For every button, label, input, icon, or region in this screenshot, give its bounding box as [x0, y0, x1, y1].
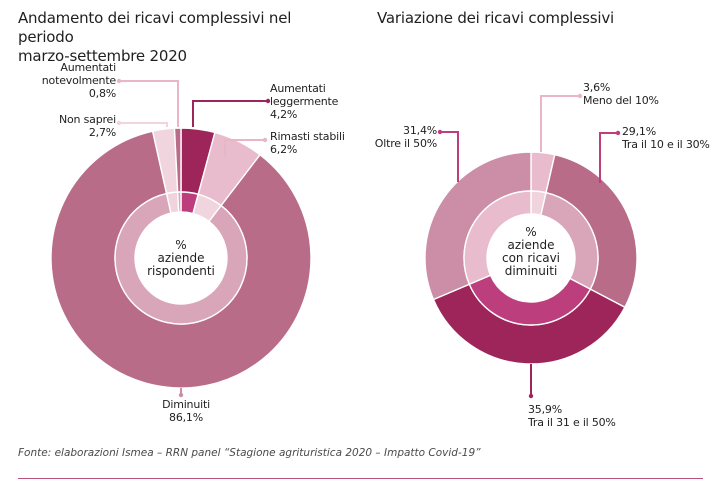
- leader-dot-oltre-il-50: [437, 129, 443, 135]
- leader-line-tra-il-10-e-il-30: [599, 132, 618, 183]
- slice-inner-oltre-il-50: [463, 190, 532, 286]
- slice-inner-diminuiti: [114, 192, 248, 325]
- slice-inner-tra-il-31-e-il-50: [468, 274, 592, 326]
- chart-ricavi-andamento: %azienderispondentiAumentatileggermente4…: [42, 61, 345, 424]
- center-label-line: %: [525, 225, 536, 239]
- leader-line-aumentati-leggermente: [192, 100, 268, 127]
- leader-line-aumentati-notevolmente: [119, 80, 179, 127]
- label-tra-il-10-e-il-30: Tra il 10 e il 30%: [621, 138, 710, 151]
- leader-dot-tra-il-31-e-il-50: [528, 393, 534, 399]
- label-tra-il-10-e-il-30: 29,1%: [622, 125, 656, 138]
- leader-dot-diminuiti: [178, 392, 184, 398]
- label-aumentati-notevolmente: 0,8%: [89, 87, 116, 100]
- leader-line-non-saprei: [119, 122, 168, 127]
- leader-line-meno-del-10: [540, 95, 580, 152]
- center-label-line: aziende: [508, 238, 555, 252]
- label-rimasti-stabili: 6,2%: [270, 143, 297, 156]
- label-tra-il-31-e-il-50: 35,9%: [528, 403, 562, 416]
- left-chart-title-line2: marzo-settembre 2020: [18, 47, 187, 65]
- center-label-line: %: [175, 238, 186, 252]
- footer-divider: [18, 478, 703, 479]
- label-aumentati-leggermente: 4,2%: [270, 108, 297, 121]
- label-diminuiti: 86,1%: [169, 411, 203, 424]
- leader-line-oltre-il-50: [440, 131, 459, 182]
- label-diminuiti: Diminuiti: [162, 398, 210, 411]
- label-tra-il-31-e-il-50: Tra il 31 e il 50%: [527, 416, 616, 429]
- label-meno-del-10: Meno del 10%: [583, 94, 659, 107]
- donut-charts: %azienderispondentiAumentatileggermente4…: [42, 61, 710, 429]
- label-non-saprei: Non saprei: [59, 113, 116, 126]
- label-aumentati-leggermente: leggermente: [270, 95, 339, 108]
- label-oltre-il-50: 31,4%: [403, 124, 437, 137]
- leader-dot-rimasti-stabili: [262, 137, 268, 143]
- leader-dot-aumentati-notevolmente: [116, 78, 122, 84]
- center-label-line: diminuiti: [505, 264, 558, 278]
- left-chart-title: Andamento dei ricavi complessivi nel per…: [18, 9, 348, 66]
- label-aumentati-notevolmente: notevolmente: [42, 74, 117, 87]
- center-label-line: con ricavi: [502, 251, 560, 265]
- center-label-line: rispondenti: [147, 264, 215, 278]
- label-non-saprei: 2,7%: [89, 126, 116, 139]
- label-aumentati-notevolmente: Aumentati: [60, 61, 116, 74]
- source-footnote: Fonte: elaborazioni Ismea – RRN panel “S…: [18, 447, 481, 459]
- label-oltre-il-50: Oltre il 50%: [375, 137, 437, 150]
- center-label-line: aziende: [158, 251, 205, 265]
- right-chart-title: Variazione dei ricavi complessivi: [377, 9, 615, 27]
- slice-inner-aumentati-notevolmente: [176, 191, 182, 213]
- leader-dot-aumentati-leggermente: [265, 98, 271, 104]
- label-aumentati-leggermente: Aumentati: [270, 82, 326, 95]
- leader-dot-tra-il-10-e-il-30: [615, 130, 621, 136]
- leader-line-rimasti-stabili: [224, 139, 265, 157]
- leader-dot-non-saprei: [116, 120, 122, 126]
- label-meno-del-10: 3,6%: [583, 81, 610, 94]
- label-rimasti-stabili: Rimasti stabili: [270, 130, 345, 143]
- left-chart-title-line1: Andamento dei ricavi complessivi nel per…: [18, 9, 292, 46]
- donut-hole: [488, 215, 574, 301]
- donut-hole: [136, 213, 226, 303]
- leader-dot-meno-del-10: [577, 93, 583, 99]
